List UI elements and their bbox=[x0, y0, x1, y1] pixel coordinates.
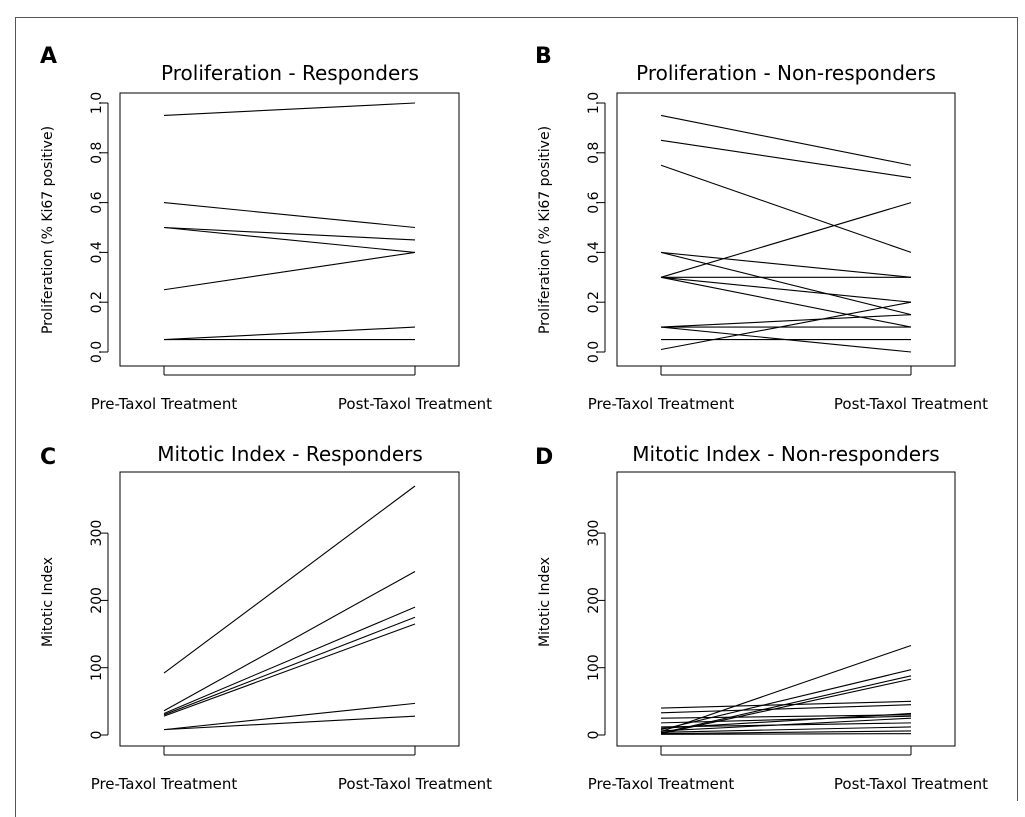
series-line bbox=[660, 722, 912, 728]
y-tick-label: 100 bbox=[586, 654, 602, 681]
series-line bbox=[163, 715, 416, 731]
series-line bbox=[660, 704, 912, 714]
panel-letter: A bbox=[40, 44, 57, 69]
y-tick-label: 0.6 bbox=[586, 191, 602, 213]
series-line bbox=[660, 301, 912, 351]
series-line bbox=[660, 251, 912, 278]
y-tick-label: 200 bbox=[586, 587, 602, 614]
series-line bbox=[660, 678, 912, 735]
y-axis-label: Mitotic Index bbox=[537, 557, 553, 647]
series-line bbox=[163, 623, 416, 717]
series-line bbox=[660, 276, 912, 303]
x-category-label: Pre-Taxol Treatment bbox=[588, 395, 735, 413]
plot-area bbox=[119, 92, 460, 367]
x-category-label: Post-Taxol Treatment bbox=[834, 395, 988, 413]
y-axis-label: Proliferation (% Ki67 positive) bbox=[537, 126, 553, 334]
series-line bbox=[660, 251, 912, 316]
x-category-label: Post-Taxol Treatment bbox=[338, 775, 492, 793]
panel-letter: C bbox=[40, 445, 56, 470]
y-tick-label: 1.0 bbox=[89, 92, 105, 114]
chart-title: Mitotic Index - Responders bbox=[157, 442, 423, 466]
y-tick-label: 300 bbox=[89, 520, 105, 547]
y-tick-label: 0.4 bbox=[586, 241, 602, 263]
x-category-label: Pre-Taxol Treatment bbox=[91, 395, 238, 413]
panel-letter: B bbox=[535, 44, 552, 69]
plot-area bbox=[616, 92, 956, 367]
y-tick-label: 0 bbox=[89, 731, 105, 740]
x-category-label: Post-Taxol Treatment bbox=[338, 395, 492, 413]
chart-title: Proliferation - Non-responders bbox=[636, 61, 936, 85]
series-line bbox=[660, 715, 912, 724]
series-line bbox=[163, 616, 416, 716]
y-tick-label: 200 bbox=[89, 587, 105, 614]
y-tick-label: 0.2 bbox=[89, 291, 105, 313]
series-line bbox=[660, 314, 912, 328]
series-line bbox=[660, 733, 912, 735]
y-tick-label: 0.0 bbox=[586, 341, 602, 363]
y-tick-label: 0.8 bbox=[586, 142, 602, 164]
plot-area bbox=[616, 471, 956, 747]
series-line bbox=[660, 644, 912, 733]
series-line bbox=[660, 714, 912, 719]
y-tick-label: 0.8 bbox=[89, 142, 105, 164]
series-line bbox=[660, 164, 912, 253]
y-tick-label: 0 bbox=[586, 731, 602, 740]
plot-area bbox=[119, 471, 460, 747]
series-line bbox=[163, 485, 416, 674]
y-tick-label: 0.0 bbox=[89, 341, 105, 363]
y-tick-label: 0.2 bbox=[586, 291, 602, 313]
series-line bbox=[163, 226, 416, 253]
series-line bbox=[660, 726, 912, 733]
series-line bbox=[163, 702, 416, 731]
series-line bbox=[660, 730, 912, 735]
series-line bbox=[660, 114, 912, 166]
series-line bbox=[660, 202, 912, 278]
y-axis-label: Proliferation (% Ki67 positive) bbox=[40, 126, 56, 334]
series-line bbox=[163, 570, 416, 712]
y-tick-label: 300 bbox=[586, 520, 602, 547]
y-tick-label: 0.4 bbox=[89, 241, 105, 263]
series-line bbox=[660, 669, 912, 731]
panel-letter: D bbox=[535, 445, 553, 470]
x-category-label: Post-Taxol Treatment bbox=[834, 775, 988, 793]
series-line bbox=[163, 202, 416, 229]
series-line bbox=[660, 139, 912, 179]
y-tick-label: 0.6 bbox=[89, 191, 105, 213]
y-tick-label: 1.0 bbox=[586, 92, 602, 114]
series-line bbox=[163, 102, 416, 116]
series-line bbox=[660, 276, 912, 328]
chart-title: Mitotic Index - Non-responders bbox=[632, 442, 939, 466]
x-category-label: Pre-Taxol Treatment bbox=[91, 775, 238, 793]
figure-border-left bbox=[15, 17, 16, 817]
series-line bbox=[660, 700, 912, 709]
series-line bbox=[163, 606, 416, 714]
y-axis-label: Mitotic Index bbox=[40, 557, 56, 647]
y-tick-label: 100 bbox=[89, 654, 105, 681]
series-line bbox=[163, 326, 416, 341]
series-line bbox=[163, 251, 416, 291]
chart-title: Proliferation - Responders bbox=[161, 61, 419, 85]
series-line bbox=[163, 226, 416, 241]
figure-border bbox=[15, 17, 1018, 801]
x-category-label: Pre-Taxol Treatment bbox=[588, 775, 735, 793]
